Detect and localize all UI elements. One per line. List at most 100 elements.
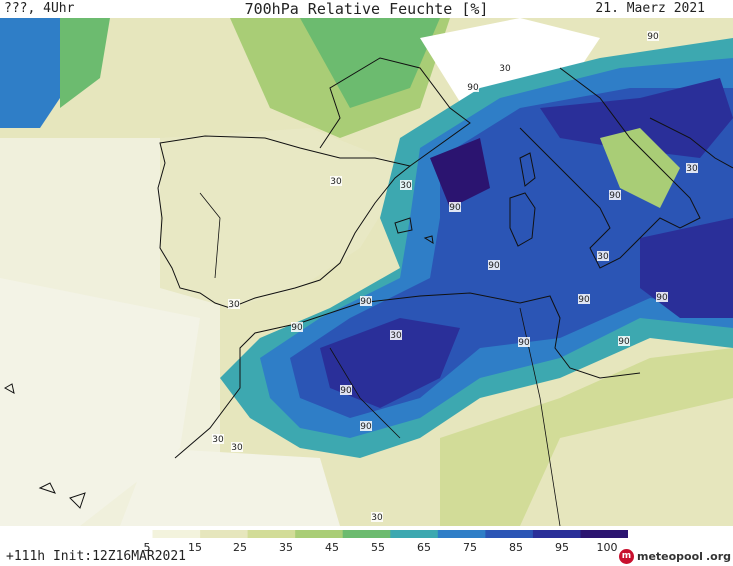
map-canvas: 90 30 90 30 30 90 90 30 90 30 90 90 90 90 30 90 90 90 90 30… <box>0 18 733 526</box>
contour-label: 30 <box>228 300 240 310</box>
contour-label-bg <box>330 176 342 186</box>
logo-suffix: .org <box>705 550 731 563</box>
contour-label: 90 <box>518 338 530 348</box>
contour-label-bg <box>618 336 630 346</box>
contour-label: 30 <box>330 177 342 187</box>
contour-label: 90 <box>449 203 461 213</box>
contour-label-bg <box>371 512 383 522</box>
contour-label-bg <box>518 337 530 347</box>
colorbar-swatch <box>295 530 344 538</box>
logo-text: meteopool <box>636 550 703 563</box>
contour-label: 30 <box>371 513 383 523</box>
balearic-islands <box>394 217 434 244</box>
se-desert-field <box>520 398 733 526</box>
colorbar-swatch <box>152 530 201 538</box>
contour-label: 90 <box>656 293 668 303</box>
colorbar-swatch <box>390 530 439 538</box>
nw-teal-patch <box>60 18 110 108</box>
contour-label-bg <box>360 296 372 306</box>
colorbar-tick-label: 85 <box>509 541 523 554</box>
italy-dry-tongue <box>600 128 680 208</box>
colorbar-tick-label: 45 <box>325 541 339 554</box>
sardinia-coastline <box>509 192 536 247</box>
colorbar-tick-label: 55 <box>371 541 385 554</box>
contour-label: 30 <box>400 181 412 191</box>
colorbar-swatch <box>532 530 581 538</box>
saturated-core-3 <box>320 318 460 408</box>
contour-label: 30 <box>597 252 609 262</box>
contour-label: 30 <box>499 64 511 74</box>
colorbar-swatch <box>580 530 628 538</box>
colorbar-swatch <box>105 530 154 538</box>
contour-label-bg <box>340 385 352 395</box>
contour-label: 90 <box>360 297 372 307</box>
colorbar-labels: 5 15 25 35 45 55 65 75 85 95 100 <box>0 541 733 555</box>
contour-label-bg <box>578 294 590 304</box>
canary-islands <box>3 383 86 509</box>
colorbar-tick-label: 75 <box>463 541 477 554</box>
valid-date: 21. Maerz 2021 <box>595 1 705 16</box>
colorbar-tick-label: 15 <box>188 541 202 554</box>
colorbar <box>105 530 628 538</box>
run-info: +111h Init:12Z16MAR2021 <box>6 549 187 564</box>
contour-labels: 90 30 90 30 30 90 90 30 90 30 90 90 90 90 30 90 90 90 90 30… <box>212 31 698 523</box>
logo-mark-icon: m <box>618 549 634 564</box>
sahara-light <box>120 448 340 526</box>
colorbar-tick-label: 100 <box>596 541 618 554</box>
contour-label-bg <box>656 292 668 302</box>
contour-label: 90 <box>488 261 500 271</box>
contour-label-bg <box>449 202 461 212</box>
iberia-border <box>199 192 221 279</box>
africa-coastline <box>174 292 641 459</box>
contour-label-bg <box>231 442 243 452</box>
iberia-coastline <box>157 135 412 309</box>
saturated-core-1 <box>540 78 733 158</box>
humidity-map: 90 30 90 30 30 90 90 30 90 30 90 90 90 90 30 90 90 90 90 30… <box>0 18 733 526</box>
colorbar-swatch <box>485 530 534 538</box>
colorbar-tick-label: 65 <box>417 541 431 554</box>
contour-label: 30 <box>686 164 698 174</box>
colorbar-tick-label: 5 <box>143 541 151 554</box>
contour-label: 90 <box>618 337 630 347</box>
colorbar-tick-label: 95 <box>555 541 569 554</box>
colorbar-swatch <box>437 530 486 538</box>
contour-label: 90 <box>609 191 621 201</box>
contour-label: 30 <box>390 331 402 341</box>
contour-label: 90 <box>340 386 352 396</box>
contour-label-bg <box>488 260 500 270</box>
contour-label: 90 <box>578 295 590 305</box>
colorbar-swatch <box>200 530 249 538</box>
colorbar-tick-label: 25 <box>233 541 247 554</box>
contour-label-bg <box>647 31 659 41</box>
contour-label: 90 <box>647 32 659 42</box>
contour-label-bg <box>390 330 402 340</box>
france-coastline <box>319 57 471 167</box>
contour-label-bg <box>597 251 609 261</box>
meteopool-logo[interactable]: m meteopool .org <box>618 549 731 564</box>
colorbar-tick-label: 35 <box>279 541 293 554</box>
contour-label-bg <box>467 82 479 92</box>
colorbar-swatch <box>342 530 391 538</box>
contour-label-bg <box>609 190 621 200</box>
header-location: ???, 4Uhr <box>4 1 75 16</box>
balkan-coastline <box>649 117 733 169</box>
contour-label: 90 <box>467 83 479 93</box>
contour-label-bg <box>360 421 372 431</box>
contour-label-bg <box>499 63 511 73</box>
contour-label: 30 <box>231 443 243 453</box>
map-title: 700hPa Relative Feuchte [%] <box>244 0 489 18</box>
corsica-coastline <box>519 152 536 187</box>
contour-label-bg <box>228 299 240 309</box>
contour-label: 90 <box>360 422 372 432</box>
colorbar-swatch <box>247 530 296 538</box>
contour-label: 90 <box>291 323 303 333</box>
saturated-core-4 <box>430 138 490 208</box>
contour-label: 30 <box>212 435 224 445</box>
contour-label-bg <box>212 434 224 444</box>
contour-label-bg <box>291 322 303 332</box>
contour-label-bg <box>686 163 698 173</box>
iberia-dry-field <box>160 128 410 308</box>
contour-label-bg <box>400 180 412 190</box>
north-teal-band <box>300 18 440 108</box>
italy-coastline <box>519 67 701 269</box>
